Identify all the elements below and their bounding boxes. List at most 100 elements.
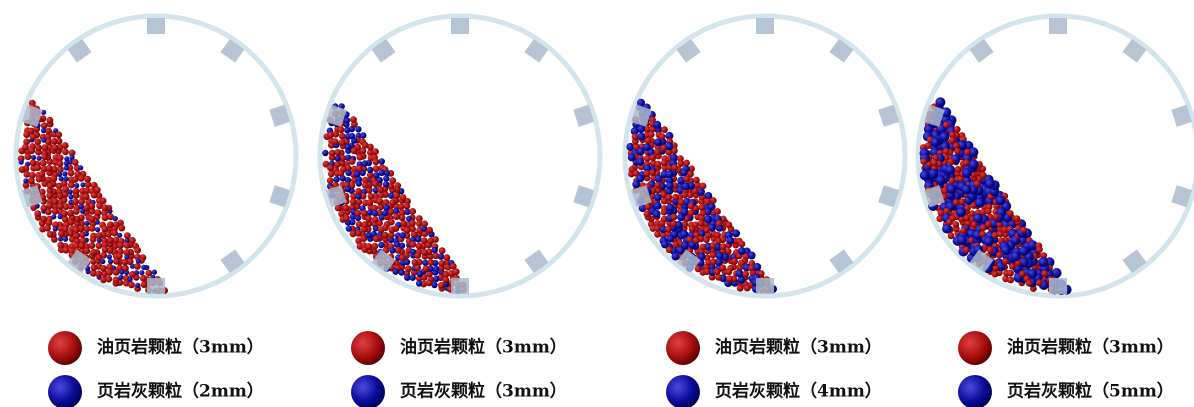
- shale-particle: [329, 150, 336, 157]
- shale-particle: [30, 134, 37, 141]
- lifter: [147, 18, 165, 34]
- shale-particle: [412, 259, 419, 266]
- shale-particle: [1041, 270, 1048, 277]
- ash-particle: [108, 259, 113, 264]
- shale-particle: [351, 147, 358, 154]
- shale-particle: [68, 219, 75, 226]
- lifter: [756, 278, 774, 294]
- ash-particle: [666, 182, 674, 190]
- ash-particle: [37, 156, 42, 161]
- shale-particle: [954, 126, 961, 133]
- shale-particle: [948, 158, 955, 165]
- shale-particle: [389, 226, 396, 233]
- ash-particle: [349, 133, 355, 139]
- shale-particle: [700, 244, 707, 251]
- ash-particle: [417, 271, 423, 277]
- shale-particle: [83, 193, 90, 200]
- shale-particle: [47, 231, 54, 238]
- shale-particle: [393, 213, 400, 220]
- shale-particle: [716, 220, 723, 227]
- shale-particle: [51, 138, 58, 145]
- shale-particle: [688, 210, 695, 217]
- ash-particle: [23, 178, 28, 183]
- shale-particle: [89, 216, 96, 223]
- shale-particle: [34, 138, 41, 145]
- drum-panel: 油页岩颗粒（3mm）页岩灰颗粒（5mm）: [918, 16, 1194, 407]
- shale-particle: [433, 252, 440, 259]
- shale-particle: [672, 241, 679, 248]
- drum-panel: 油页岩颗粒（3mm）页岩灰颗粒（2mm）: [16, 16, 296, 407]
- ash-particle: [64, 161, 69, 166]
- shale-particle: [948, 232, 955, 239]
- ash-particle: [947, 184, 957, 194]
- ash-particle: [379, 158, 385, 164]
- shale-particle: [726, 275, 733, 282]
- shale-particle: [997, 231, 1004, 238]
- shale-particle: [665, 226, 672, 233]
- lifter: [756, 18, 774, 34]
- shale-particle: [693, 237, 700, 244]
- legend-label: 页岩灰颗粒（4mm）: [715, 381, 882, 402]
- shale-particle: [710, 258, 717, 265]
- shale-particle: [700, 183, 707, 190]
- shale-particle: [399, 214, 406, 221]
- shale-particle: [96, 242, 103, 249]
- ash-particle: [41, 128, 46, 133]
- shale-particle: [654, 182, 661, 189]
- shale-particle: [661, 159, 668, 166]
- ash-particle: [666, 204, 674, 212]
- shale-particle: [952, 221, 959, 228]
- shale-particle: [123, 249, 130, 256]
- shale-particle: [58, 231, 65, 238]
- shale-particle: [987, 247, 994, 254]
- ash-particle: [68, 194, 73, 199]
- shale-particle: [72, 176, 79, 183]
- shale-particle: [57, 193, 64, 200]
- shale-particle: [362, 221, 369, 228]
- shale-particle: [960, 227, 967, 234]
- ash-particle: [80, 209, 85, 214]
- shale-particle: [327, 177, 334, 184]
- shale-particle: [920, 158, 927, 165]
- shale-particle: [659, 220, 666, 227]
- ash-particle: [726, 237, 734, 245]
- ash-particle: [985, 179, 995, 189]
- shale-particle: [693, 177, 700, 184]
- ash-particle: [345, 186, 351, 192]
- shale-particle: [83, 248, 90, 255]
- ash-particle: [344, 117, 350, 123]
- ash-particle: [345, 170, 351, 176]
- shale-particle: [683, 176, 690, 183]
- shale-particle: [654, 225, 661, 232]
- shale-particle: [343, 205, 350, 212]
- shale-particle: [36, 176, 43, 183]
- shale-particle: [84, 176, 91, 183]
- ash-particle: [78, 165, 83, 170]
- shale-particle: [427, 259, 434, 266]
- ash-particle: [74, 183, 79, 188]
- ash-particle: [928, 169, 938, 179]
- shale-particle: [107, 221, 114, 228]
- shale-particle: [1026, 280, 1033, 287]
- shale-particle: [68, 182, 75, 189]
- ash-particle: [753, 263, 761, 271]
- shale-particle: [698, 204, 705, 211]
- shale-particle: [106, 269, 113, 276]
- ash-particle: [1001, 245, 1011, 255]
- shale-particle: [134, 263, 141, 270]
- shale-particle: [72, 198, 79, 205]
- shale-particle: [993, 214, 1000, 221]
- shale-particle: [332, 138, 339, 145]
- shale-particle: [350, 198, 357, 205]
- legend-marker: [351, 331, 385, 365]
- shale-particle: [102, 214, 109, 221]
- shale-particle: [57, 166, 64, 173]
- shale-particle: [1036, 279, 1043, 286]
- shale-particle: [34, 210, 41, 217]
- shale-particle: [382, 232, 389, 239]
- ash-particle: [62, 171, 67, 176]
- shale-particle: [400, 194, 407, 201]
- shale-particle: [124, 232, 131, 239]
- shale-particle: [1007, 210, 1014, 217]
- shale-particle: [371, 243, 378, 250]
